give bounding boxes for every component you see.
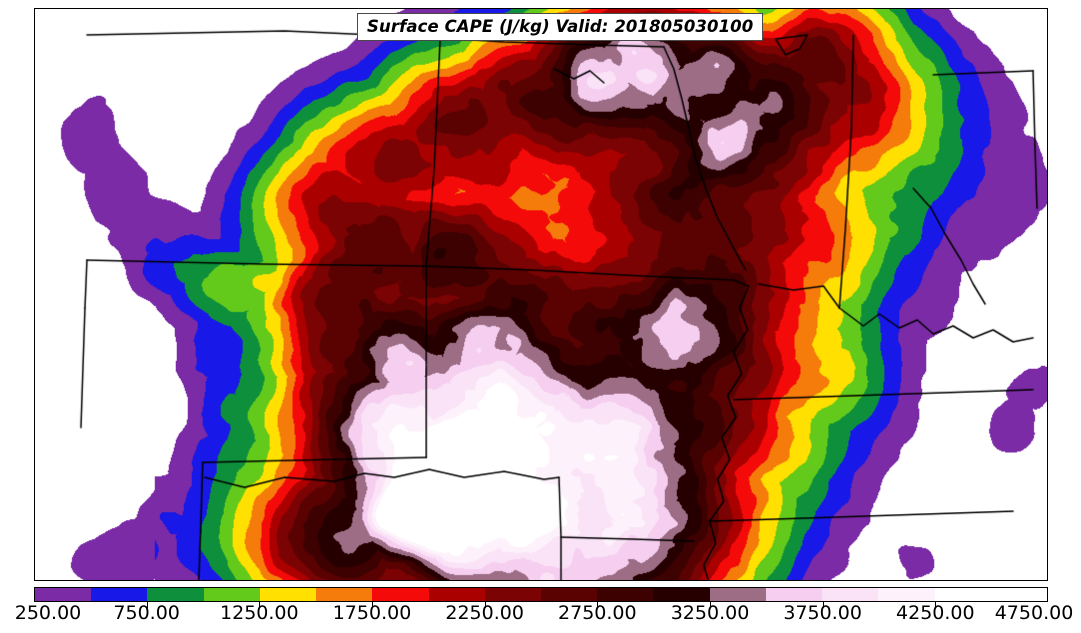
colorbar-band [653, 588, 710, 601]
colorbar-band [372, 588, 429, 601]
colorbar-tick-label: 750.00 [113, 602, 180, 624]
colorbar-tick [822, 602, 824, 608]
colorbar-band [934, 588, 991, 601]
colorbar-band [316, 588, 373, 601]
colorbar-band [765, 588, 823, 601]
colorbar-band [597, 588, 654, 601]
colorbar-band [540, 588, 598, 601]
colorbar-band [35, 588, 92, 601]
colorbar-tick [935, 602, 937, 608]
colorbar-tick-label: 1250.00 [220, 602, 299, 624]
colorbar-tick-labels: 250.00 750.00 1250.00 1750.00 2250.00 2750.00… [0, 602, 1081, 630]
colorbar-band [878, 588, 935, 601]
colorbar-tick [372, 602, 373, 608]
colorbar[interactable] [34, 587, 1048, 608]
colorbar-tick-label: 3250.00 [670, 602, 750, 624]
cape-contour-field [35, 9, 1047, 580]
colorbar-tick [710, 602, 711, 608]
colorbar-tick [597, 602, 599, 608]
colorbar-band [91, 588, 148, 601]
colorbar-tick-label: 2250.00 [445, 602, 524, 624]
page-title: Surface CAPE (J/kg) Valid: 201805030100 [367, 17, 754, 36]
colorbar-tick-label: 4750.00 [994, 602, 1074, 624]
colorbar-tick-label: 250.00 [14, 602, 82, 624]
colorbar-band [484, 588, 541, 601]
colorbar-band [428, 588, 485, 601]
colorbar-band [147, 588, 204, 601]
colorbar-tick-label: 4250.00 [896, 602, 975, 624]
colorbar-band [709, 588, 766, 601]
colorbar-band [822, 588, 879, 601]
colorbar-tick-label: 1750.00 [332, 602, 412, 624]
colorbar-tick-label: 2750.00 [558, 602, 637, 624]
colorbar-band [990, 588, 1047, 601]
colorbar-tick [146, 602, 148, 608]
colorbar-ticks [34, 602, 1048, 610]
colorbar-band [203, 588, 260, 601]
colorbar-tick [259, 602, 261, 608]
map-panel[interactable] [34, 8, 1048, 581]
colorbar-gradient [34, 587, 1048, 602]
map-title-box: Surface CAPE (J/kg) Valid: 201805030100 [357, 13, 764, 41]
colorbar-tick [484, 602, 486, 608]
colorbar-band [259, 588, 317, 601]
colorbar-tick-label: 3750.00 [783, 602, 862, 624]
